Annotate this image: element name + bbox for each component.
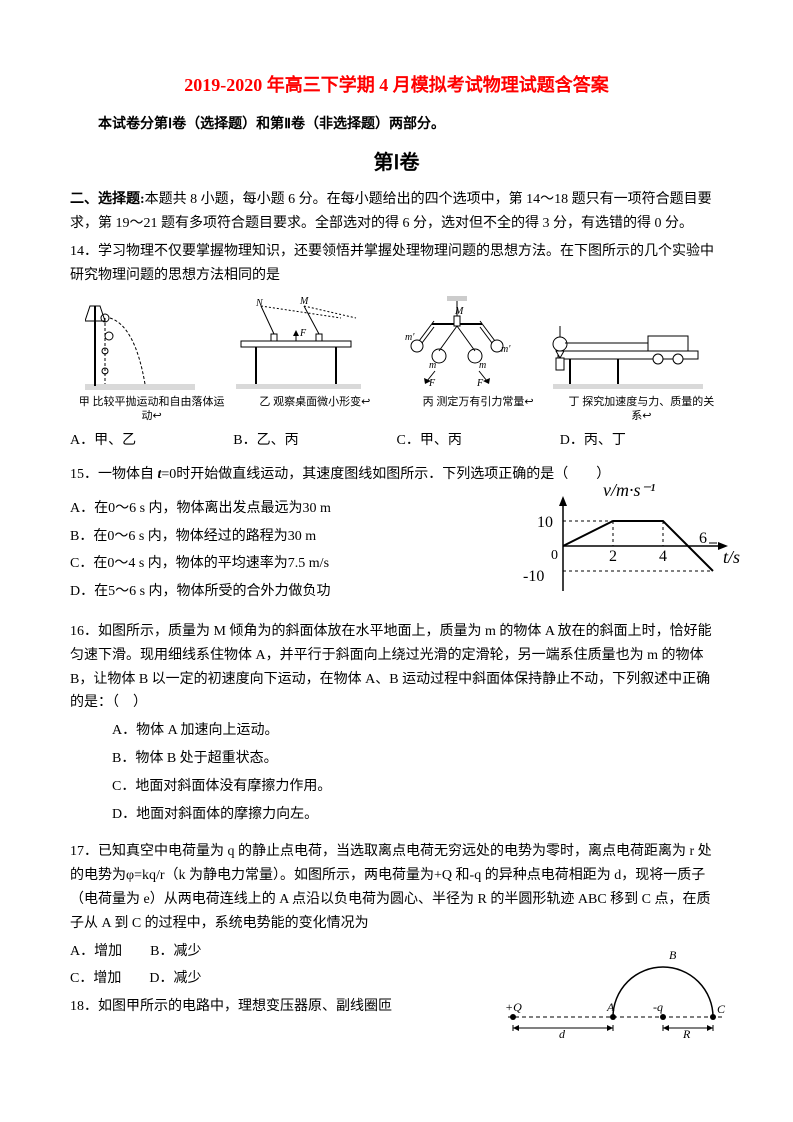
fig-ding-svg bbox=[548, 296, 708, 391]
fig-ding bbox=[548, 296, 708, 393]
q17-A: A bbox=[606, 1000, 615, 1014]
fig-bing-svg: M m' m' m m F F bbox=[397, 296, 517, 391]
svg-text:m': m' bbox=[405, 332, 415, 343]
svg-text:m: m bbox=[479, 360, 486, 371]
q14-opt-a: A．甲、乙 bbox=[70, 429, 233, 453]
q16-opt-d: D．地面对斜面体的摩擦力向左。 bbox=[112, 803, 723, 827]
q14-opt-d: D．丙、丁 bbox=[560, 429, 723, 453]
svg-text:N: N bbox=[255, 298, 264, 309]
q15: 15．一物体自 t=0时开始做直线运动，其速度图线如图所示．下列选项正确的是（ … bbox=[70, 463, 723, 604]
svg-text:0: 0 bbox=[551, 548, 558, 563]
page-title: 2019-2020 年高三下学期 4 月模拟考试物理试题含答案 bbox=[70, 70, 723, 101]
q15-graph: v/m·s⁻¹ 10 -10 0 2 4 6 t/s bbox=[513, 481, 743, 601]
svg-text:M: M bbox=[299, 296, 309, 307]
q15-xlabel: t/s bbox=[723, 547, 740, 567]
q15-xtick4: 4 bbox=[659, 548, 667, 565]
q17-figure: +Q A -q C B d R bbox=[503, 939, 733, 1039]
fig-jia-svg bbox=[85, 296, 195, 391]
fig-yi-svg: N M F bbox=[226, 296, 366, 391]
svg-text:F: F bbox=[299, 328, 307, 339]
q17-d: d bbox=[559, 1027, 566, 1039]
fig-yi: N M F bbox=[226, 296, 366, 393]
q17-opt-b: B．减少 bbox=[150, 944, 201, 959]
instructions-head: 二、选择题: bbox=[70, 192, 145, 207]
q14-opt-b: B．乙、丙 bbox=[233, 429, 396, 453]
q16-opt-b: B．物体 B 处于超重状态。 bbox=[112, 747, 723, 771]
q14-figures: N M F M m' m' m m bbox=[70, 296, 723, 393]
q17-C: C bbox=[717, 1002, 726, 1016]
q14-stem: 14．学习物理不仅要掌握物理知识，还要领悟并掌握处理物理问题的思想方法。在下图所… bbox=[70, 240, 723, 288]
instructions-body: 本题共 8 小题，每小题 6 分。在每小题给出的四个选项中，第 14～18 题只… bbox=[70, 192, 712, 231]
svg-text:m': m' bbox=[501, 344, 511, 355]
cap-ding: 丁 探究加速度与力、质量的关系↩ bbox=[563, 395, 720, 424]
section-1-title: 第Ⅰ卷 bbox=[70, 146, 723, 180]
q15-xtick2: 2 bbox=[609, 548, 617, 565]
instructions: 二、选择题:本题共 8 小题，每小题 6 分。在每小题给出的四个选项中，第 14… bbox=[70, 188, 723, 236]
q17-opt-a: A．增加 bbox=[70, 944, 122, 959]
q17-q: -q bbox=[653, 1000, 663, 1014]
q15-ytick-10: -10 bbox=[523, 568, 544, 585]
q14-captions: 甲 比较平抛运动和自由落体运动↩ 乙 观察桌面微小形变↩ 丙 测定万有引力常量↩… bbox=[70, 395, 723, 424]
svg-text:F: F bbox=[476, 378, 484, 389]
svg-text:m: m bbox=[429, 360, 436, 371]
q15-stem-pre: 15．一物体自 bbox=[70, 467, 158, 482]
cap-yi: 乙 观察桌面微小形变↩ bbox=[237, 395, 394, 424]
svg-text:M: M bbox=[454, 306, 464, 317]
q16-opt-c: C．地面对斜面体没有摩擦力作用。 bbox=[112, 775, 723, 799]
q17-B: B bbox=[669, 948, 677, 962]
q17-opt-c: C．增加 bbox=[70, 971, 121, 986]
subtitle: 本试卷分第Ⅰ卷（选择题）和第Ⅱ卷（非选择题）两部分。 bbox=[70, 113, 723, 137]
fig-bing: M m' m' m m F F bbox=[397, 296, 517, 393]
fig-jia bbox=[85, 296, 195, 393]
q14-opt-c: C．甲、丙 bbox=[397, 429, 560, 453]
q17-Q: +Q bbox=[505, 1000, 522, 1014]
svg-text:F: F bbox=[428, 378, 436, 389]
q17: 17．已知真空中电荷量为 q 的静止点电荷，当选取离点电荷无穷远处的电势为零时，… bbox=[70, 840, 723, 1019]
q17-opt-d: D．减少 bbox=[149, 971, 201, 986]
cap-jia: 甲 比较平抛运动和自由落体运动↩ bbox=[73, 395, 230, 424]
q15-xtick6: 6 bbox=[699, 530, 707, 547]
q16-stem: 16．如图所示，质量为 M 倾角为的斜面体放在水平地面上，质量为 m 的物体 A… bbox=[70, 620, 723, 715]
q15-stem-post: =0时开始做直线运动，其速度图线如图所示．下列选项正确的是（ ） bbox=[161, 467, 610, 482]
title-text: 2019-2020 年高三下学期 4 月模拟考试物理试题含答案 bbox=[184, 75, 609, 95]
q17-R: R bbox=[682, 1027, 691, 1039]
q17-stem: 17．已知真空中电荷量为 q 的静止点电荷，当选取离点电荷无穷远处的电势为零时，… bbox=[70, 840, 723, 935]
q14-options: A．甲、乙 B．乙、丙 C．甲、丙 D．丙、丁 bbox=[70, 429, 723, 453]
q15-ytick10: 10 bbox=[537, 514, 553, 531]
q16-opt-a: A．物体 A 加速向上运动。 bbox=[112, 719, 723, 743]
cap-bing: 丙 测定万有引力常量↩ bbox=[400, 395, 557, 424]
q15-ylabel: v/m·s⁻¹ bbox=[603, 481, 655, 500]
